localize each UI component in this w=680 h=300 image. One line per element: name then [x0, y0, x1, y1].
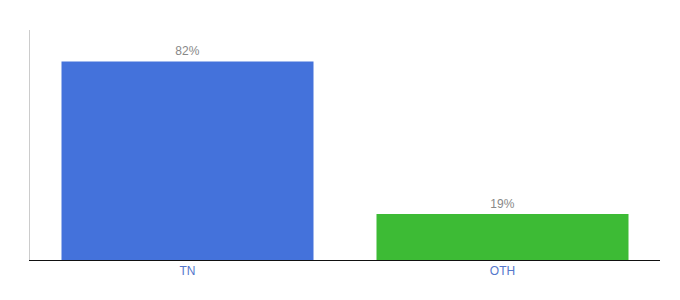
svg-text:TN: TN [180, 264, 196, 278]
svg-text:OTH: OTH [490, 264, 515, 278]
svg-text:82%: 82% [175, 44, 199, 58]
svg-text:19%: 19% [490, 197, 514, 211]
